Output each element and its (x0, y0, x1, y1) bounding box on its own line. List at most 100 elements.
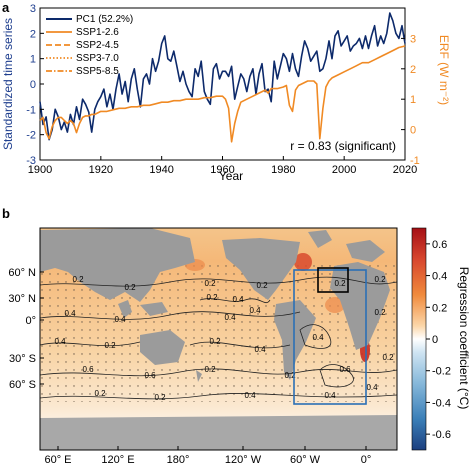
australia-land (140, 330, 185, 365)
x-axis-title: Year (219, 169, 243, 183)
contour-lines (40, 276, 397, 400)
legend-label-ssp585: SSP5-8.5 (76, 66, 119, 77)
contour-label: 0.4 (254, 345, 266, 354)
y-tick-label-right: -1 (410, 155, 420, 167)
legend-label-ssp126: SSP1-2.6 (76, 27, 119, 38)
contour-label: 0.4 (249, 306, 261, 315)
map-x-tick-label: 180° (167, 454, 190, 466)
contour-label: 0.2 (124, 283, 136, 292)
contour-label: 0.4 (232, 295, 244, 304)
y-tick-label-left: 3 (30, 3, 36, 15)
colorbar-tick-label: 0.6 (432, 239, 447, 251)
south-america-land (274, 300, 316, 380)
y-tick-label-right: 1 (410, 94, 416, 106)
series-line-pc1 (39, 12, 406, 141)
contour-label: 0.4 (224, 313, 236, 322)
x-tick-label: 1940 (149, 164, 173, 176)
contour-label: 0.2 (204, 279, 216, 288)
map-x-tick-label: 60° W (290, 454, 321, 466)
contour-label: 0.2 (256, 281, 268, 290)
contour-label: 0.6 (82, 365, 94, 374)
colorbar-tick-label: -0.6 (432, 429, 451, 441)
legend-label-pc1: PC1 (52.2%) (76, 14, 133, 25)
x-tick-label: 1980 (271, 164, 295, 176)
europe-land (346, 240, 385, 262)
map-x-tick-label: 0° (361, 454, 372, 466)
x-tick-label: 1900 (28, 164, 52, 176)
y-axis-title-right: ERF (W m⁻²) (437, 35, 451, 105)
y-tick-label-right: 2 (410, 64, 416, 76)
map-y-tick-label: 30° S (9, 353, 36, 365)
colorbar-tick-label: 0.4 (432, 271, 447, 283)
map-x-tick-label: 120° W (225, 454, 262, 466)
y-tick-label-left: 0 (30, 79, 36, 91)
y-tick-label-right: 0 (410, 125, 416, 137)
x-tick-label: 1920 (89, 164, 113, 176)
map-y-tick-label: 60° N (8, 267, 36, 279)
x-tick-label: 2020 (393, 164, 417, 176)
warm-patch (325, 297, 345, 313)
map-y-tick-label: 30° N (8, 293, 36, 305)
contour-label: 0.6 (144, 371, 156, 380)
y-tick-label-left: -3 (26, 155, 36, 167)
y-tick-label-left: 1 (30, 54, 36, 66)
contour-label: 0.4 (244, 391, 256, 400)
southeast-asia-land (118, 300, 132, 318)
contour-label: 0.4 (312, 333, 324, 342)
eurasia-land (40, 228, 195, 302)
map: 0.2 0.2 0.2 0.2 0.2 0.2 0.4 0.4 0.4 0.4 0.4 0.2 0.2 0… (40, 228, 397, 450)
contour-label: 0.2 (374, 308, 386, 317)
contour-label: 0.2 (374, 275, 386, 284)
colorbar-tick-label: 0 (432, 334, 438, 346)
contour-label: 0.2 (154, 393, 166, 402)
panel-b-label: b (2, 206, 10, 221)
contour-label: 0.4 (324, 391, 336, 400)
series-line-erf (39, 45, 406, 143)
contour-label: 0.2 (209, 337, 221, 346)
y-tick-label-left: 2 (30, 28, 36, 40)
contour-label: 0.2 (72, 275, 84, 284)
blue-box (293, 269, 367, 405)
colorbar-tick-label: -0.2 (432, 366, 451, 378)
x-tick-label: 1960 (210, 164, 234, 176)
antarctica-land (40, 415, 397, 450)
contour-label: 0.4 (64, 309, 76, 318)
colorbar-tick-label: -0.4 (432, 397, 451, 409)
colorbar (411, 227, 427, 451)
contour-label: 0.2 (382, 353, 394, 362)
contour-label: 0.4 (114, 315, 126, 324)
contour-label: 0.2 (204, 365, 216, 374)
contour-label: 0.2 (284, 371, 296, 380)
x-tick-label: 2000 (332, 164, 356, 176)
land-masses (40, 228, 397, 450)
map-x-tick-label: 60° E (44, 454, 71, 466)
correlation-annotation: r = 0.83 (significant) (290, 139, 396, 153)
contour-label: 0.4 (54, 337, 66, 346)
map-y-tick-label: 0° (25, 315, 36, 327)
colorbar-tick-label: 0.2 (432, 302, 447, 314)
contour-label: 0.4 (366, 383, 378, 392)
contour-label: 0.2 (206, 293, 218, 302)
map-y-tick-label: 60° S (9, 379, 36, 391)
map-x-tick-label: 120° E (101, 454, 134, 466)
y-tick-label-right: 3 (410, 33, 416, 45)
maritime-continent-land (140, 302, 168, 316)
greenland-land (308, 230, 332, 248)
black-box (317, 267, 349, 293)
panel-b-frame (39, 227, 398, 451)
legend-label-ssp245: SSP2-4.5 (76, 40, 119, 51)
legend: PC1 (52.2%) SSP1-2.6 SSP2-4.5 SSP3-7.0 S… (46, 14, 133, 77)
new-zealand-land (196, 370, 202, 382)
colorbar-title: Regression coefficient (°C) (457, 267, 471, 410)
legend-label-ssp370: SSP3-7.0 (76, 53, 119, 64)
contour-label: 0.6 (339, 365, 351, 374)
north-america-land (222, 238, 300, 300)
y-axis-title-left: Standardized time series (1, 18, 15, 150)
panel-a-label: a (2, 0, 10, 15)
contour-label: 0.2 (94, 389, 106, 398)
warm-patch (294, 253, 312, 271)
contour-label: 0.2 (104, 341, 116, 350)
y-tick-label-left: -1 (26, 104, 36, 116)
y-tick-label-left: -2 (26, 130, 36, 142)
